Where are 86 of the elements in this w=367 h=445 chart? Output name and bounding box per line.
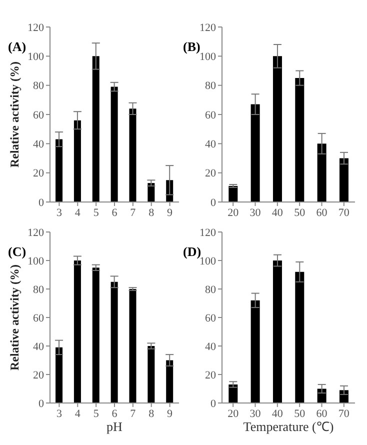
x-axis-title: Temperature (℃) [243,419,334,434]
y-tick-label: 120 [28,22,44,34]
x-tick-label: 4 [74,206,81,219]
x-tick-label: 9 [167,206,174,219]
y-tick-label: 40 [205,138,216,151]
bar [272,260,282,403]
y-tick-label: 40 [33,138,44,151]
text: (B) [183,39,200,55]
bar [92,56,100,202]
x-axis-title: pH [106,419,122,434]
x-tick-label: 4 [74,408,81,420]
bar [56,347,63,403]
text: (A) [8,39,26,55]
bar [295,272,304,403]
y-tick-label: 120 [28,226,44,239]
x-tick-label: 20 [228,408,240,420]
y-tick-label: 60 [33,312,44,324]
y-tick-label: 100 [200,255,216,268]
y-tick-label: 60 [205,109,216,122]
x-tick-label: 7 [130,206,136,219]
bar [148,346,155,403]
x-tick-label: 60 [316,206,328,219]
bar [339,158,348,202]
bar [129,289,136,403]
bar [129,108,136,202]
x-tick-label: 50 [294,206,306,219]
bar [110,282,118,403]
x-tick-label: 40 [272,206,284,219]
bar [228,186,238,202]
text: (C) [8,244,26,260]
x-tick-label: 40 [272,408,284,420]
y-tick-label: 100 [28,51,44,64]
bar [110,86,118,202]
bar [56,139,63,202]
bar [272,56,282,202]
x-tick-label: 8 [148,408,155,420]
bar [295,78,304,202]
y-tick-label: 60 [33,109,44,122]
bar [74,120,81,202]
x-tick-label: 70 [338,206,350,219]
y-tick-label: 0 [210,398,216,410]
bar [250,300,260,403]
y-tick-label: 0 [210,196,216,209]
y-tick-label: 40 [205,340,216,353]
text: (D) [183,244,202,259]
x-tick-label: 30 [250,408,262,420]
bar [250,104,260,202]
y-tick-label: 100 [28,255,44,268]
y-axis-title: Relative activity (%) [7,264,22,370]
x-tick-label: 3 [56,408,62,420]
bar [317,144,326,202]
y-tick-label: 120 [200,22,216,34]
y-tick-label: 100 [200,51,216,64]
y-axis-title: Relative activity (%) [7,62,22,168]
x-tick-label: 3 [56,206,62,219]
x-tick-label: 6 [112,408,118,420]
y-tick-label: 120 [200,226,216,239]
y-tick-label: 40 [33,340,44,353]
x-tick-label: 8 [148,206,155,219]
y-tick-label: 60 [205,312,216,324]
y-tick-label: 20 [205,168,216,180]
x-tick-label: 9 [167,408,174,420]
x-tick-label: 70 [338,408,350,420]
x-tick-label: 7 [130,408,136,420]
y-tick-label: 80 [205,284,216,296]
y-tick-label: 0 [38,196,44,209]
bar [166,360,174,403]
y-tick-label: 20 [33,168,44,180]
x-tick-label: 50 [294,408,306,420]
x-tick-label: 60 [316,408,328,420]
y-tick-label: 80 [205,80,216,92]
y-tick-label: 20 [205,369,216,382]
bar [148,183,155,202]
bar [317,388,326,403]
y-tick-label: 20 [33,369,44,382]
x-tick-label: 20 [228,206,240,219]
bar [74,260,81,403]
x-tick-label: 30 [250,206,262,219]
bar [228,384,238,403]
y-tick-label: 80 [33,284,44,296]
x-tick-label: 5 [93,408,100,420]
x-tick-label: 6 [112,206,118,219]
y-tick-label: 0 [38,398,44,410]
x-tick-label: 5 [93,206,100,219]
bar [92,268,100,403]
y-tick-label: 80 [33,80,44,92]
